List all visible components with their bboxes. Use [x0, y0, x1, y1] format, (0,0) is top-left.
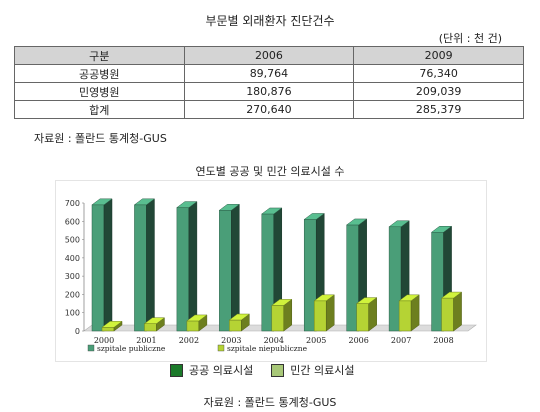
- table-title: 부문별 외래환자 진단건수: [205, 14, 335, 28]
- bar-private-top: [313, 294, 335, 302]
- bar-public-top: [430, 226, 453, 233]
- bar-private: [186, 320, 200, 332]
- x-tick-label: 2002: [179, 336, 199, 345]
- table-header-row: 구분 2006 2009: [14, 46, 524, 65]
- bar-public-top: [303, 213, 325, 220]
- chart-title: 연도별 공공 및 민간 의료시설 수: [195, 165, 345, 178]
- legend-swatch: [87, 344, 95, 352]
- bar-private-top: [355, 297, 378, 304]
- legend-swatch: [170, 363, 183, 377]
- diagnosis-table: 구분 2006 2009 공공병원 89,764 76,340 민영병원 180…: [14, 46, 524, 119]
- bar-private-top: [440, 291, 463, 299]
- bar-public-top: [345, 218, 368, 226]
- table-cell: 합계: [14, 100, 185, 119]
- unit-label: (단위 : 천 건): [438, 32, 502, 45]
- table-header-cell: 구분: [14, 46, 185, 65]
- bar-chart: 0 100 200 300 400 500 600 700 2000 2001 2002 2003 20…: [65, 198, 477, 353]
- bar-private-top: [101, 321, 123, 328]
- bar-private: [398, 300, 412, 332]
- legend-label: szpitale publiczne: [97, 344, 166, 353]
- table-cell: 76,340: [353, 64, 524, 83]
- y-tick-label: 300: [65, 272, 80, 281]
- bar-private-side: [410, 294, 420, 332]
- bar-public-top: [133, 198, 156, 206]
- bar-private-top: [143, 317, 166, 324]
- legend-swatch: [271, 363, 285, 377]
- legend-label: 민간 의료시설: [290, 364, 355, 377]
- table-cell: 180,876: [183, 82, 355, 101]
- bar-public: [219, 210, 232, 332]
- y-tick-label: 400: [65, 254, 80, 263]
- bar-private-top: [271, 299, 293, 306]
- table-cell: 89,764: [183, 64, 355, 83]
- table-row: 합계 270,640 285,379: [14, 100, 524, 119]
- legend-item-public: 공공 의료시설: [170, 362, 253, 378]
- table-cell: 공공병원: [14, 64, 185, 83]
- table-cell: 285,379: [353, 100, 524, 119]
- bar-public-top: [176, 201, 198, 208]
- y-tick-label: 0: [75, 327, 80, 336]
- bar-public-top: [261, 207, 283, 215]
- legend-item-private: 민간 의료시설: [271, 362, 354, 378]
- table-source: 자료원 : 폴란드 통계청-GUS: [34, 132, 167, 145]
- legend-swatch: [217, 344, 225, 352]
- bar-private: [313, 300, 327, 332]
- table-cell: 민영병원: [14, 82, 185, 101]
- bar-private: [144, 323, 157, 332]
- table-row: 공공병원 89,764 76,340: [14, 64, 524, 83]
- y-tick-label: 200: [65, 290, 80, 299]
- x-tick-label: 2000: [94, 336, 114, 345]
- bar-private-side: [325, 294, 335, 332]
- bar-private-top: [398, 294, 420, 302]
- legend-label: szpitale niepubliczne: [227, 344, 308, 353]
- bar-public-side: [188, 201, 198, 332]
- bar-private: [271, 305, 285, 332]
- table-row: 민영병원 180,876 209,039: [14, 82, 524, 101]
- table-header-cell: 2009: [353, 46, 524, 65]
- bar-public: [91, 204, 105, 332]
- chart-container: 0 100 200 300 400 500 600 700 2000 2001 2002 2003 20…: [55, 180, 487, 362]
- x-tick-label: 2003: [221, 336, 241, 345]
- bar-private-top: [228, 313, 251, 321]
- bar-public: [176, 207, 190, 332]
- bar-public-top: [218, 204, 241, 211]
- table-cell: 270,640: [183, 100, 355, 119]
- x-tick-label: 2005: [306, 336, 326, 345]
- bar-private: [356, 303, 369, 332]
- korean-legend: 공공 의료시설 민간 의료시설: [170, 362, 372, 378]
- bar-public-top: [388, 220, 410, 228]
- bar-public: [134, 204, 147, 332]
- y-tick-label: 600: [65, 217, 80, 226]
- y-tick-label: 100: [65, 309, 80, 318]
- bar-private: [441, 297, 454, 332]
- y-tick-label: 500: [65, 236, 80, 245]
- bar-public-side: [146, 198, 155, 332]
- x-tick-label: 2001: [136, 336, 156, 345]
- y-tick-label: 700: [65, 199, 80, 208]
- bar-private-top: [186, 314, 208, 322]
- chart-source: 자료원 : 폴란드 통계청-GUS: [203, 396, 337, 409]
- bar-public-side: [231, 203, 240, 332]
- bar-public-side: [103, 198, 113, 332]
- x-tick-label: 2008: [433, 336, 453, 345]
- bar-private: [101, 327, 115, 332]
- bar-public-top: [91, 198, 113, 206]
- x-tick-label: 2006: [348, 336, 368, 345]
- table-header-cell: 2006: [183, 46, 355, 65]
- bar-private: [229, 319, 242, 332]
- table-cell: 209,039: [353, 82, 524, 101]
- legend-label: 공공 의료시설: [189, 364, 254, 377]
- x-tick-label: 2007: [391, 336, 411, 345]
- bar-private-side: [453, 291, 462, 332]
- x-tick-label: 2004: [264, 336, 284, 345]
